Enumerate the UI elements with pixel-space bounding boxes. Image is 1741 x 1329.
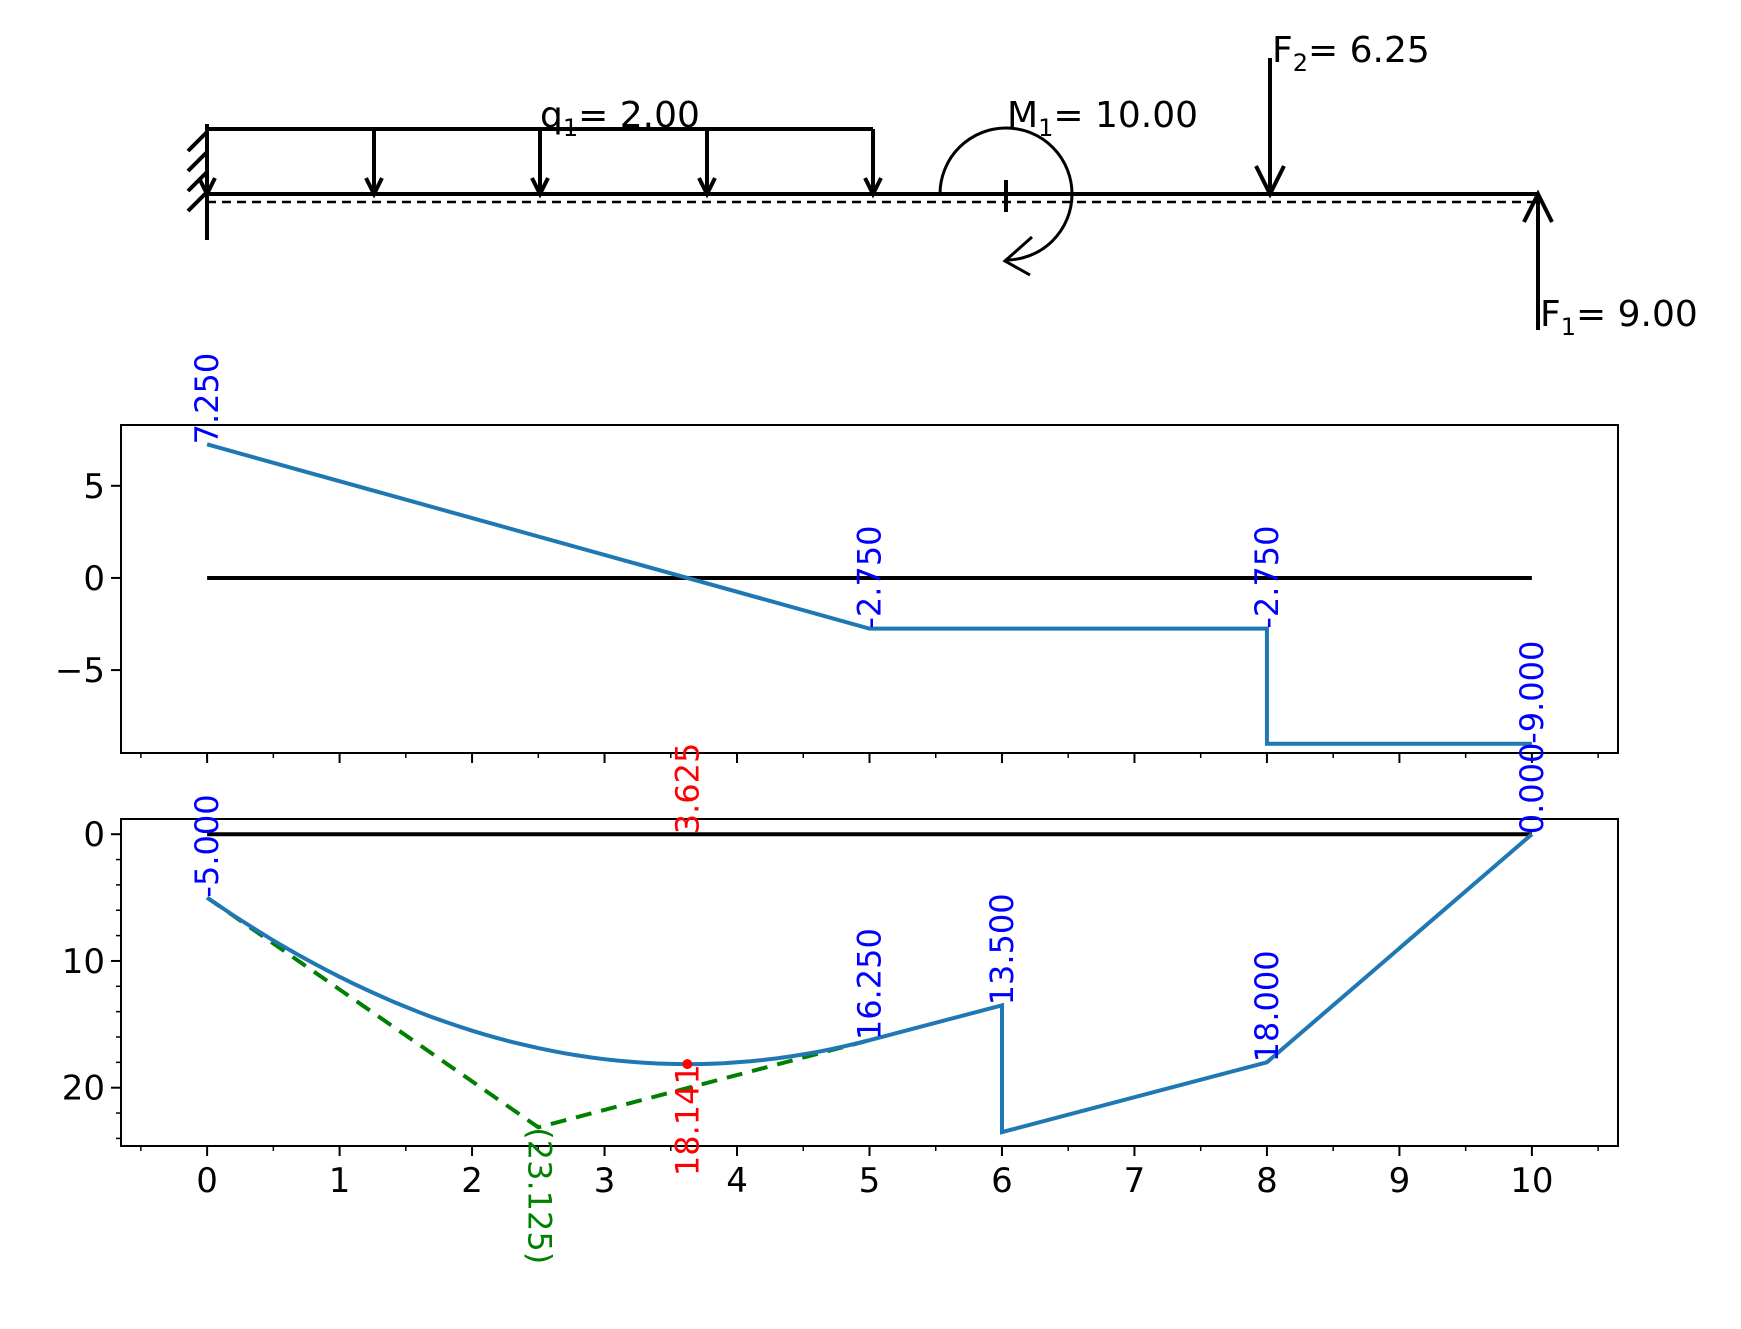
moment-xtick-label: 4 <box>726 1161 748 1201</box>
moment-value-label: -5.000 <box>188 794 226 897</box>
point-load-f1-arrow <box>1522 189 1554 330</box>
shear-ytick-label: −5 <box>55 651 105 691</box>
moment-xtick-label: 3 <box>594 1161 616 1201</box>
moment-xtick-label: 5 <box>859 1161 881 1201</box>
moment-xtick-label: 7 <box>1124 1161 1146 1201</box>
moment-value-label: 13.500 <box>983 893 1021 1005</box>
distributed-load-q1 <box>197 127 883 199</box>
moment-extreme-point <box>682 1059 693 1070</box>
f1-label: F1= 9.00 <box>1540 294 1698 341</box>
moment-ytick-label: 0 <box>83 815 105 855</box>
shear-curve <box>206 442 1532 746</box>
moment-extreme-label: 18.141 <box>668 1064 706 1176</box>
moment-value-label: 0.000 <box>1513 743 1551 835</box>
moment-xtick-label: 9 <box>1389 1161 1411 1201</box>
moment-ytick-label: 10 <box>62 942 105 982</box>
tangent-intersection-label: (23.125) <box>520 1127 558 1264</box>
shear-value-label: -2.750 <box>1248 525 1286 628</box>
moment-ytick-label: 20 <box>62 1069 105 1109</box>
f2-label: F2= 6.25 <box>1272 30 1430 77</box>
m1-label: M1= 10.00 <box>1007 95 1198 142</box>
shear-value-label: 7.250 <box>188 353 226 445</box>
shear-value-label: -2.750 <box>851 525 889 628</box>
moment-tangent-lines <box>205 895 871 1130</box>
zero-shear-position-label: 3.625 <box>668 743 706 835</box>
bending-moment-plot: 0 10 20 0 1 2 3 4 5 6 7 8 9 10 18.141 3.625 (23.125) -5.0… <box>62 743 1619 1264</box>
shear-force-plot: 5 0 −5 7.250 -2.750 -2.750 -9.000 <box>55 353 1619 763</box>
moment-xtick-label: 0 <box>196 1161 218 1201</box>
moment-curve <box>205 832 1534 1135</box>
moment-xtick-label: 10 <box>1510 1161 1553 1201</box>
shear-value-label: -9.000 <box>1513 641 1551 744</box>
moment-value-label: 18.000 <box>1248 950 1286 1062</box>
moment-xtick-label: 2 <box>461 1161 483 1201</box>
moment-xtick-label: 6 <box>991 1161 1013 1201</box>
beam-diagram: q1= 2.00 M1= 10.00 F2= 6.25 F1= 9.00 <box>186 30 1698 341</box>
shear-ytick-label: 5 <box>83 467 105 507</box>
moment-xtick-label: 8 <box>1256 1161 1278 1201</box>
moment-m1-icon <box>938 126 1074 277</box>
moment-xtick-label: 1 <box>329 1161 351 1201</box>
point-load-f2-arrow <box>1254 58 1286 199</box>
q1-label: q1= 2.00 <box>540 95 700 142</box>
fixed-support-icon <box>186 124 209 240</box>
shear-ytick-label: 0 <box>83 559 105 599</box>
moment-value-label: 16.250 <box>851 928 889 1040</box>
